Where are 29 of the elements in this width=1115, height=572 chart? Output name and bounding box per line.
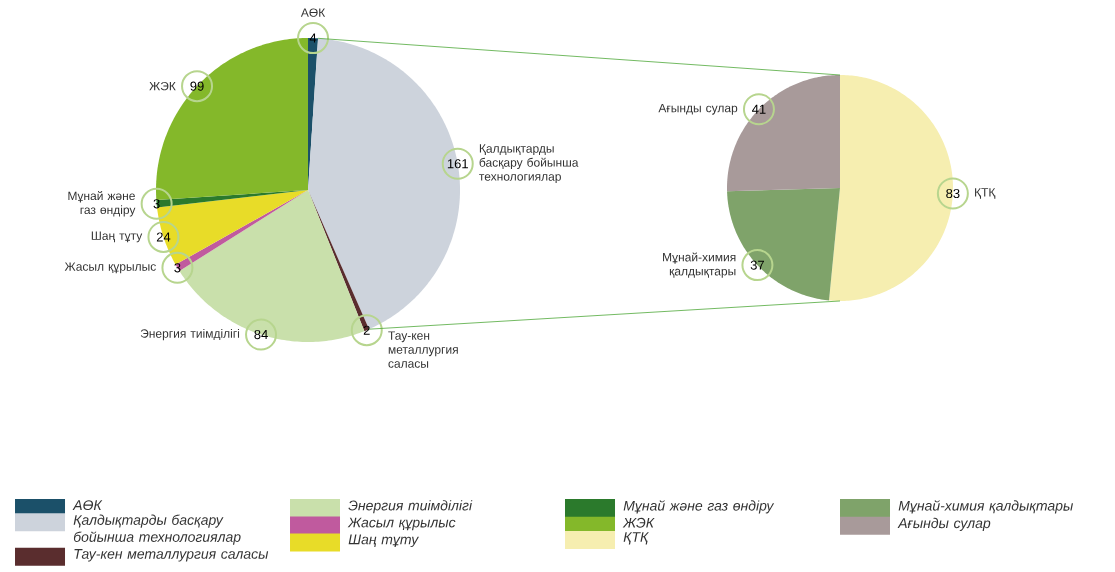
legend-label: ҚТҚ <box>623 532 649 545</box>
slice-label: ЖЭК <box>149 81 176 91</box>
data-label: 84 <box>254 329 268 340</box>
legend-label: Мұнай және газ өндіру <box>623 500 775 514</box>
legend-label: Тау-кен металлургия саласы <box>74 549 269 562</box>
data-label: 37 <box>750 260 764 270</box>
legend-label: Мұнай-химия қалдықтары <box>898 500 1073 514</box>
slice-label: Шаң тұту <box>91 231 143 243</box>
slice-label: АӨК <box>300 8 326 17</box>
legend-label: Энергия тиімділігі <box>348 500 473 514</box>
data-label: 83 <box>946 188 960 199</box>
slice-label: ҚТҚ <box>975 188 996 199</box>
legend-label: АӨК <box>72 500 103 511</box>
slice-label: Энергия тиімділігі <box>140 328 240 341</box>
data-label: 41 <box>752 104 766 114</box>
legend-label: Шаң тұту <box>348 534 419 548</box>
slice-label: Ағынды сулар <box>658 103 738 115</box>
data-label: 24 <box>156 232 171 242</box>
slice-label: Мұнай және газ өндіру <box>68 191 136 217</box>
slice-label: Тау-кен металлургия саласы <box>388 331 458 368</box>
legend-label: Ағынды сулар <box>897 517 991 531</box>
data-label: 161 <box>447 159 468 169</box>
slice-label: Мұнай-химия қалдықтары <box>663 252 736 278</box>
legend-label: Қалдықтарды басқару бойынша технологиялар <box>73 514 241 545</box>
slice-label: Қалдықтарды басқару бойынша технологиялар <box>479 144 579 184</box>
legend-label: ЖЭК <box>622 517 655 528</box>
slice-label: Жасыл құрылыс <box>64 262 156 274</box>
data-label: 3 <box>174 263 181 273</box>
legend-label: Жасыл құрылыс <box>347 517 456 531</box>
